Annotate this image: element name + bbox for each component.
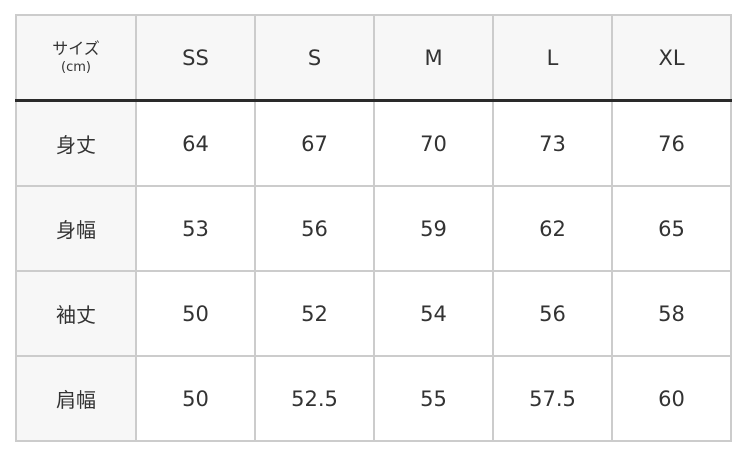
unit-label: (cm): [61, 59, 91, 75]
table-cell: 62: [492, 185, 613, 272]
table-cell: 65: [611, 185, 732, 272]
table-cell: 70: [373, 99, 494, 187]
table-cell: 53: [135, 185, 256, 272]
table-cell: 59: [373, 185, 494, 272]
column-header: XL: [611, 14, 732, 102]
table-cell: 55: [373, 355, 494, 442]
table-cell: 52: [254, 270, 375, 357]
table-cell: 73: [492, 99, 613, 187]
row-label: 肩幅: [15, 355, 137, 442]
column-header: SS: [135, 14, 256, 102]
table-row: 身幅 53 56 59 62 65: [15, 185, 732, 272]
column-header: S: [254, 14, 375, 102]
table-cell: 57.5: [492, 355, 613, 442]
table-cell: 67: [254, 99, 375, 187]
size-label: サイズ: [52, 38, 100, 58]
table-row: 身丈 64 67 70 73 76: [15, 99, 732, 187]
column-header: L: [492, 14, 613, 102]
table-cell: 54: [373, 270, 494, 357]
table-row: 肩幅 50 52.5 55 57.5 60: [15, 355, 732, 442]
table-cell: 56: [254, 185, 375, 272]
header-row: サイズ (cm) SS S M L XL: [15, 14, 732, 102]
table-cell: 56: [492, 270, 613, 357]
table-cell: 58: [611, 270, 732, 357]
table-cell: 60: [611, 355, 732, 442]
table-cell: 50: [135, 355, 256, 442]
row-label: 身丈: [15, 99, 137, 187]
table-cell: 50: [135, 270, 256, 357]
table-row: 袖丈 50 52 54 56 58: [15, 270, 732, 357]
table-cell: 64: [135, 99, 256, 187]
table-cell: 52.5: [254, 355, 375, 442]
row-label: 袖丈: [15, 270, 137, 357]
table-cell: 76: [611, 99, 732, 187]
size-chart-table: サイズ (cm) SS S M L XL 身丈 64 67 70 73 76 身幅 53 56 5…: [15, 14, 732, 442]
column-header: M: [373, 14, 494, 102]
corner-cell: サイズ (cm): [15, 14, 137, 102]
row-label: 身幅: [15, 185, 137, 272]
